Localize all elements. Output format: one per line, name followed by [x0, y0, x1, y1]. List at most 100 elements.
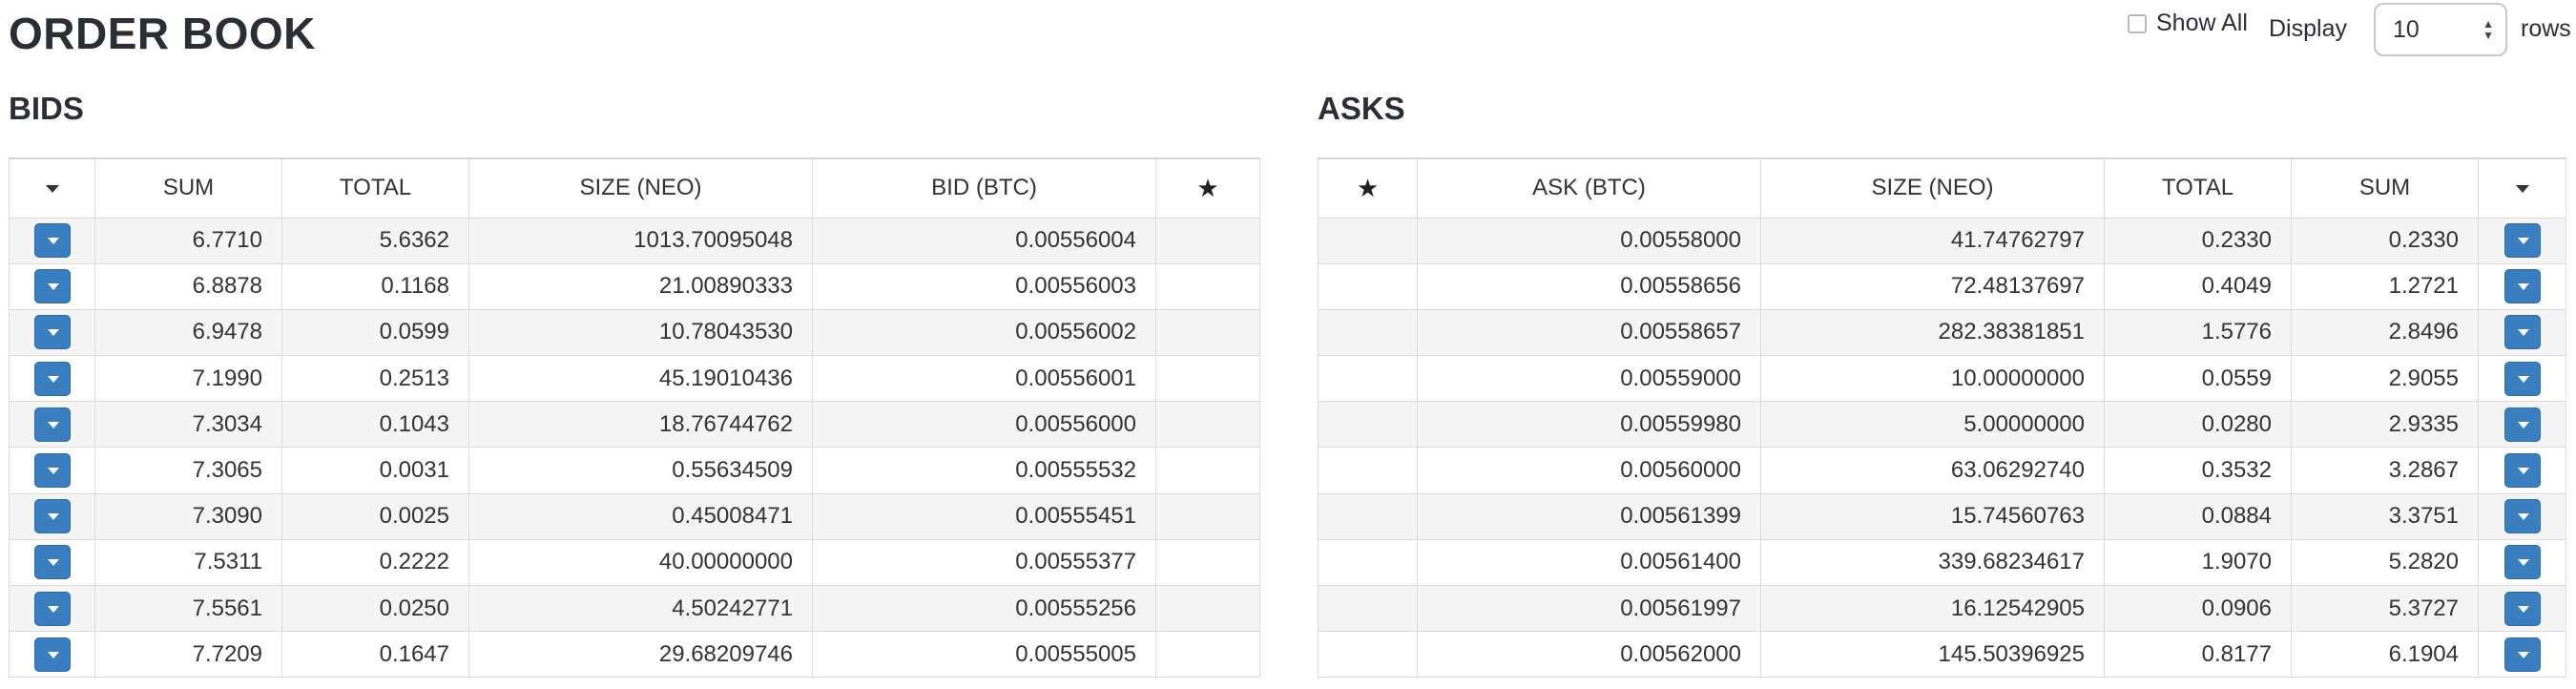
bids-col-sum[interactable]: SUM	[94, 157, 282, 219]
bids-col-size[interactable]: SIZE (NEO)	[468, 157, 813, 219]
row-dropdown-button[interactable]	[2503, 499, 2541, 534]
bid-row[interactable]: 7.5311 0.2222 40.00000000 0.00555377	[9, 538, 1260, 587]
ask-favorite-cell[interactable]	[1318, 401, 1418, 449]
bid-row[interactable]: 7.5561 0.0250 4.50242771 0.00555256	[9, 584, 1260, 633]
ask-favorite-cell[interactable]	[1318, 538, 1418, 587]
row-dropdown-button[interactable]	[33, 591, 71, 626]
bids-sort-column[interactable]	[9, 157, 95, 219]
ask-row-action[interactable]	[2478, 584, 2566, 633]
bid-row[interactable]: 6.7710 5.6362 1013.70095048 0.00556004	[9, 217, 1260, 264]
row-dropdown-button[interactable]	[2503, 637, 2541, 672]
ask-row[interactable]: 0.00559000 10.00000000 0.0559 2.9055	[1318, 355, 2566, 403]
bid-row[interactable]: 6.8878 0.1168 21.00890333 0.00556003	[9, 262, 1260, 310]
ask-row-action[interactable]	[2478, 401, 2566, 449]
ask-favorite-cell[interactable]	[1318, 584, 1418, 633]
ask-row-action[interactable]	[2478, 355, 2566, 403]
ask-favorite-cell[interactable]	[1318, 492, 1418, 540]
bid-row-action[interactable]	[9, 631, 95, 679]
bid-row-action[interactable]	[9, 355, 95, 403]
asks-sort-column[interactable]	[2478, 157, 2566, 219]
bid-row-action[interactable]	[9, 401, 95, 449]
row-dropdown-button[interactable]	[33, 223, 71, 259]
bids-col-price[interactable]: BID (BTC)	[812, 157, 1156, 219]
ask-row-action[interactable]	[2478, 447, 2566, 494]
ask-favorite-cell[interactable]	[1318, 262, 1418, 310]
ask-favorite-cell[interactable]	[1318, 631, 1418, 679]
row-dropdown-button[interactable]	[2503, 407, 2541, 442]
ask-row-action[interactable]	[2478, 217, 2566, 264]
ask-row-action[interactable]	[2478, 538, 2566, 587]
ask-row[interactable]: 0.00561399 15.74560763 0.0884 3.3751	[1318, 492, 2566, 540]
bid-row[interactable]: 7.1990 0.2513 45.19010436 0.00556001	[9, 355, 1260, 403]
row-dropdown-button[interactable]	[33, 269, 71, 304]
ask-row[interactable]: 0.00558656 72.48137697 0.4049 1.2721	[1318, 262, 2566, 310]
bid-row[interactable]: 7.3065 0.0031 0.55634509 0.00555532	[9, 447, 1260, 494]
bid-row-action[interactable]	[9, 492, 95, 540]
star-icon[interactable]: ★	[1196, 173, 1219, 202]
ask-row-action[interactable]	[2478, 631, 2566, 679]
ask-row[interactable]: 0.00558657 282.38381851 1.5776 2.8496	[1318, 308, 2566, 357]
star-icon[interactable]: ★	[1356, 173, 1380, 202]
row-dropdown-button[interactable]	[2503, 269, 2541, 304]
bids-col-total[interactable]: TOTAL	[281, 157, 469, 219]
ask-total: 0.4049	[2104, 262, 2292, 310]
row-dropdown-button[interactable]	[2503, 223, 2541, 259]
bid-favorite-cell[interactable]	[1155, 262, 1260, 310]
bid-row-action[interactable]	[9, 217, 95, 264]
ask-favorite-cell[interactable]	[1318, 447, 1418, 494]
ask-row-action[interactable]	[2478, 308, 2566, 357]
row-dropdown-button[interactable]	[33, 499, 71, 534]
bid-row[interactable]: 7.3090 0.0025 0.45008471 0.00555451	[9, 492, 1260, 540]
ask-row[interactable]: 0.00558000 41.74762797 0.2330 0.2330	[1318, 217, 2566, 264]
ask-row-action[interactable]	[2478, 492, 2566, 540]
row-dropdown-button[interactable]	[33, 545, 71, 580]
asks-col-total[interactable]: TOTAL	[2104, 157, 2292, 219]
ask-row[interactable]: 0.00560000 63.06292740 0.3532 3.2867	[1318, 447, 2566, 494]
rows-per-page-select[interactable]: 10 ▲ ▼	[2374, 3, 2507, 56]
ask-row[interactable]: 0.00562000 145.50396925 0.8177 6.1904	[1318, 631, 2566, 679]
bid-row-action[interactable]	[9, 308, 95, 357]
row-dropdown-button[interactable]	[2503, 453, 2541, 489]
bid-favorite-cell[interactable]	[1155, 584, 1260, 633]
asks-col-sum[interactable]: SUM	[2291, 157, 2479, 219]
row-dropdown-button[interactable]	[2503, 361, 2541, 396]
ask-favorite-cell[interactable]	[1318, 308, 1418, 357]
show-all-checkbox[interactable]	[2128, 13, 2147, 33]
ask-favorite-cell[interactable]	[1318, 217, 1418, 264]
show-all-toggle[interactable]: Show All	[2128, 10, 2248, 37]
row-dropdown-button[interactable]	[2503, 591, 2541, 626]
row-dropdown-button[interactable]	[33, 637, 71, 672]
asks-col-price[interactable]: ASK (BTC)	[1417, 157, 1761, 219]
bid-favorite-cell[interactable]	[1155, 538, 1260, 587]
row-dropdown-button[interactable]	[2503, 545, 2541, 580]
bid-favorite-cell[interactable]	[1155, 631, 1260, 679]
asks-col-favorite[interactable]: ★	[1318, 157, 1418, 219]
ask-favorite-cell[interactable]	[1318, 355, 1418, 403]
row-dropdown-button[interactable]	[33, 315, 71, 350]
caret-down-icon[interactable]	[2515, 184, 2529, 193]
row-dropdown-button[interactable]	[33, 453, 71, 489]
bids-col-favorite[interactable]: ★	[1155, 157, 1260, 219]
asks-col-size[interactable]: SIZE (NEO)	[1760, 157, 2105, 219]
bid-favorite-cell[interactable]	[1155, 217, 1260, 264]
bid-row-action[interactable]	[9, 584, 95, 633]
bid-row[interactable]: 7.3034 0.1043 18.76744762 0.00556000	[9, 401, 1260, 449]
bid-row[interactable]: 6.9478 0.0599 10.78043530 0.00556002	[9, 308, 1260, 357]
bid-favorite-cell[interactable]	[1155, 308, 1260, 357]
bid-row-action[interactable]	[9, 447, 95, 494]
bid-favorite-cell[interactable]	[1155, 355, 1260, 403]
ask-row[interactable]: 0.00559980 5.00000000 0.0280 2.9335	[1318, 401, 2566, 449]
bid-row-action[interactable]	[9, 538, 95, 587]
bid-row[interactable]: 7.7209 0.1647 29.68209746 0.00555005	[9, 631, 1260, 679]
bid-favorite-cell[interactable]	[1155, 492, 1260, 540]
row-dropdown-button[interactable]	[33, 407, 71, 442]
ask-row-action[interactable]	[2478, 262, 2566, 310]
bid-row-action[interactable]	[9, 262, 95, 310]
ask-row[interactable]: 0.00561997 16.12542905 0.0906 5.3727	[1318, 584, 2566, 633]
row-dropdown-button[interactable]	[33, 361, 71, 396]
ask-row[interactable]: 0.00561400 339.68234617 1.9070 5.2820	[1318, 538, 2566, 587]
row-dropdown-button[interactable]	[2503, 315, 2541, 350]
bid-favorite-cell[interactable]	[1155, 447, 1260, 494]
caret-down-icon[interactable]	[45, 184, 59, 193]
bid-favorite-cell[interactable]	[1155, 401, 1260, 449]
